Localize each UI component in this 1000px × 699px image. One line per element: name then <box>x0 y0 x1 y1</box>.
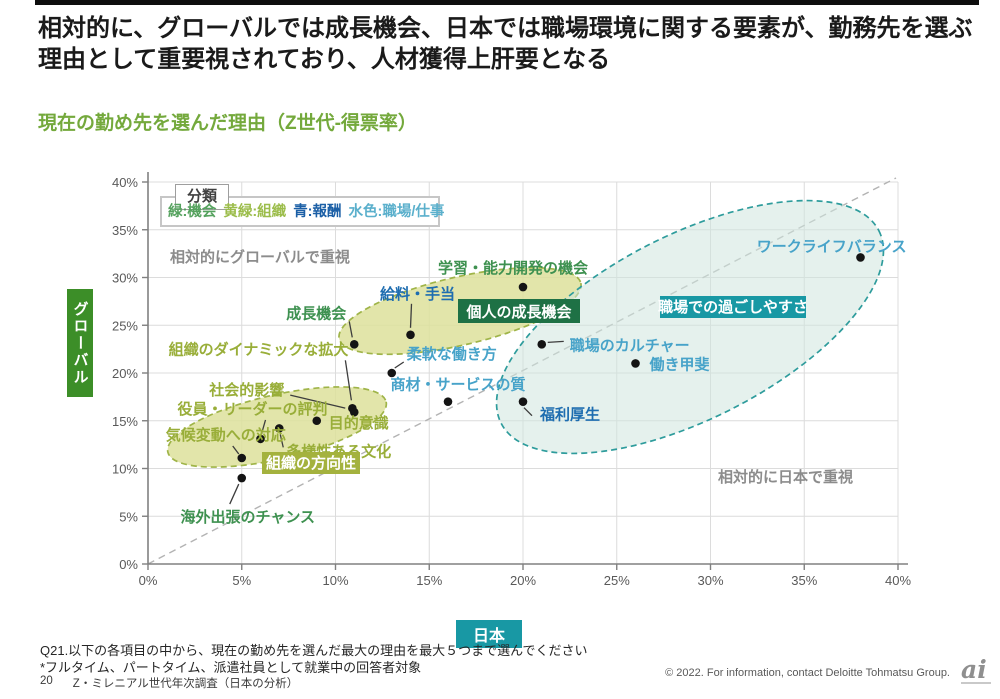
legend-entry: 水色:職場/仕事 <box>348 204 445 220</box>
point-label: 柔軟な働き方 <box>407 345 497 363</box>
point-label: 気候変動への対応 <box>166 426 286 444</box>
x-tick-label: 30% <box>697 573 723 588</box>
y-tick-label: 30% <box>112 271 138 286</box>
data-point <box>256 434 265 444</box>
copyright-text: © 2022. For information, contact Deloitt… <box>665 667 950 679</box>
leader-line <box>394 361 405 369</box>
ai-logo-text: ai <box>961 655 987 684</box>
x-tick-label: 0% <box>139 573 158 588</box>
footnote-question: Q21.以下の各項目の中から、現在の勤め先を選んだ最大の理由を最大５つまで選んで… <box>40 643 588 658</box>
cluster-label-box <box>660 296 806 318</box>
x-tick-label: 15% <box>416 573 442 588</box>
cluster-label-box <box>458 299 580 323</box>
x-tick-label: 10% <box>322 573 348 588</box>
data-point <box>443 397 453 406</box>
data-point <box>406 330 415 340</box>
leader-line <box>547 340 564 343</box>
y-tick-label: 10% <box>112 462 138 477</box>
chart-legend: 分類 緑:機会 黄緑:組織 青:報酬 水色:職場/仕事 <box>160 184 444 227</box>
x-tick-label: 5% <box>232 573 251 588</box>
data-point <box>518 282 528 292</box>
y-tick-label: 5% <box>119 509 138 524</box>
x-tick-label: 20% <box>510 573 536 588</box>
data-point <box>631 359 640 368</box>
footnote-sample: *フルタイム、パートタイム、派遣社員として就業中の回答者対象 <box>40 660 422 675</box>
data-point <box>237 473 247 483</box>
page-title-line1: 相対的に、グローバルでは成長機会、日本では職場環境に関する要素が、勤務先を選ぶ <box>38 15 973 42</box>
cluster-label: 組織の方向性 <box>266 454 356 472</box>
y-tick-label: 40% <box>112 175 138 190</box>
point-label: 組織のダイナミックな拡大 <box>169 340 349 358</box>
legend-entry: 青:報酬 <box>293 204 342 220</box>
point-label: 成長機会 <box>286 304 346 322</box>
legend-entry: 緑:機会 <box>168 204 217 220</box>
x-tick-label: 35% <box>791 573 817 588</box>
x-axis-title: 日本 <box>456 620 522 648</box>
ai-logo: ai <box>961 655 991 684</box>
leader-line <box>290 394 346 409</box>
leader-line <box>409 303 413 328</box>
point-label: 海外出張のチャンス <box>180 508 315 526</box>
leader-line <box>344 360 353 401</box>
data-point <box>387 368 397 378</box>
page-title: 相対的に、グローバルでは成長機会、日本では職場環境に関する要素が、勤務先を選ぶ … <box>38 14 983 75</box>
y-tick-label: 35% <box>112 223 138 238</box>
point-label: 働き甲斐 <box>649 355 711 373</box>
legend-title: 分類 <box>175 184 230 210</box>
y-tick-label: 20% <box>112 366 138 381</box>
page-number: 20 <box>40 675 53 687</box>
y-tick-label: 15% <box>112 414 138 429</box>
point-label: 商材・サービスの質 <box>390 376 525 394</box>
point-label: 福利厚生 <box>539 406 600 424</box>
quadrant-note: 相対的にグローバルで重視 <box>170 248 350 266</box>
point-label: 社会的影響 <box>208 381 284 399</box>
cluster-label: 個人の成長機会 <box>465 303 571 321</box>
data-point <box>537 340 547 349</box>
leader-line <box>232 445 240 455</box>
data-point <box>274 424 284 433</box>
cluster-label: 職場での過ごしやすさ <box>658 298 808 316</box>
point-label: 目的意識 <box>329 414 389 432</box>
top-accent-bar <box>35 0 979 5</box>
data-point <box>349 407 359 417</box>
legend-entries: 緑:機会 黄緑:組織 青:報酬 水色:職場/仕事 <box>168 198 444 225</box>
page-title-line2: 理由として重要視されており、人材獲得上肝要となる <box>38 45 611 73</box>
y-tick-label: 0% <box>119 557 138 572</box>
data-point <box>518 397 528 406</box>
leader-line <box>229 483 240 505</box>
cluster-ellipse <box>495 199 885 455</box>
y-tick-label: 25% <box>112 318 138 333</box>
footer-source-row: 20 Z・ミレニアル世代年次調査（日本の分析） <box>40 675 298 691</box>
data-point <box>856 253 865 262</box>
x-tick-label: 40% <box>885 573 911 588</box>
leader-line <box>523 407 533 417</box>
leader-line <box>260 419 267 435</box>
x-tick-label: 25% <box>604 573 630 588</box>
leader-line <box>279 434 284 448</box>
leader-line <box>348 321 353 338</box>
legend-entry: 黄緑:組織 <box>223 204 287 220</box>
point-label: 職場のカルチャー <box>570 336 690 354</box>
ai-logo-underline <box>961 682 991 684</box>
cluster-label-box <box>262 452 360 474</box>
data-point <box>237 453 247 463</box>
y-axis-title: グローバル <box>67 289 93 397</box>
data-point <box>312 416 322 426</box>
survey-source: Z・ミレニアル世代年次調査（日本の分析） <box>72 678 299 690</box>
chart-title: 現在の勤め先を選んだ理由（Z世代-得票率） <box>38 113 417 134</box>
point-label: 学習・能力開発の機会 <box>438 259 588 277</box>
data-point <box>349 340 359 349</box>
point-label: 役員・リーダーの評判 <box>177 400 327 418</box>
point-label: ワークライフバランス <box>757 238 907 255</box>
quadrant-note: 相対的に日本で重視 <box>718 468 853 486</box>
point-label: 給料・手当 <box>380 285 455 303</box>
